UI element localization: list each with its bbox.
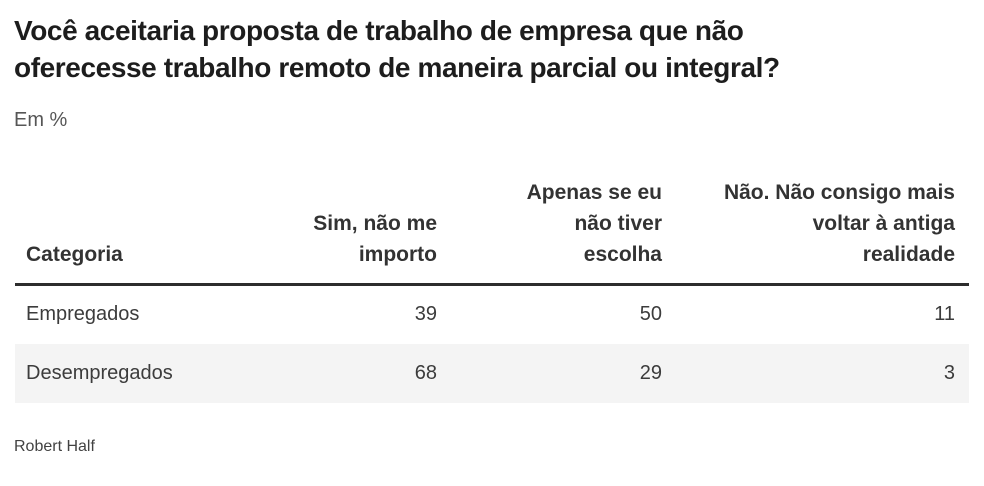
value-cell: 68 [414,361,437,384]
category-cell: Empregados [26,303,140,326]
column-header-apenas: Apenas se eu não tiver escolha [451,177,676,286]
unit-label: Em % [14,109,68,131]
survey-infographic: Você aceitaria proposta de trabalho de e… [14,15,969,455]
column-header-categoria: Categoria [15,177,226,286]
category-cell: Desempregados [26,361,173,384]
value-cell: 29 [639,361,662,384]
page-title: Você aceitaria proposta de trabalho de e… [14,15,780,83]
header-row: Categoria Sim, não me importo Apenas se … [15,177,969,286]
table-row-empregados: Empregados 39 50 11 [15,285,969,344]
source-label: Robert Half [14,437,95,455]
value-cell: 39 [414,303,437,326]
value-cell: 50 [639,303,662,326]
value-cell: 11 [934,303,955,326]
column-header-nao: Não. Não consigo mais voltar à antiga re… [676,177,969,286]
data-table: Categoria Sim, não me importo Apenas se … [15,177,969,403]
value-cell: 3 [943,361,955,384]
column-header-sim: Sim, não me importo [226,177,451,286]
table-row-desempregados: Desempregados 68 29 3 [15,343,969,403]
